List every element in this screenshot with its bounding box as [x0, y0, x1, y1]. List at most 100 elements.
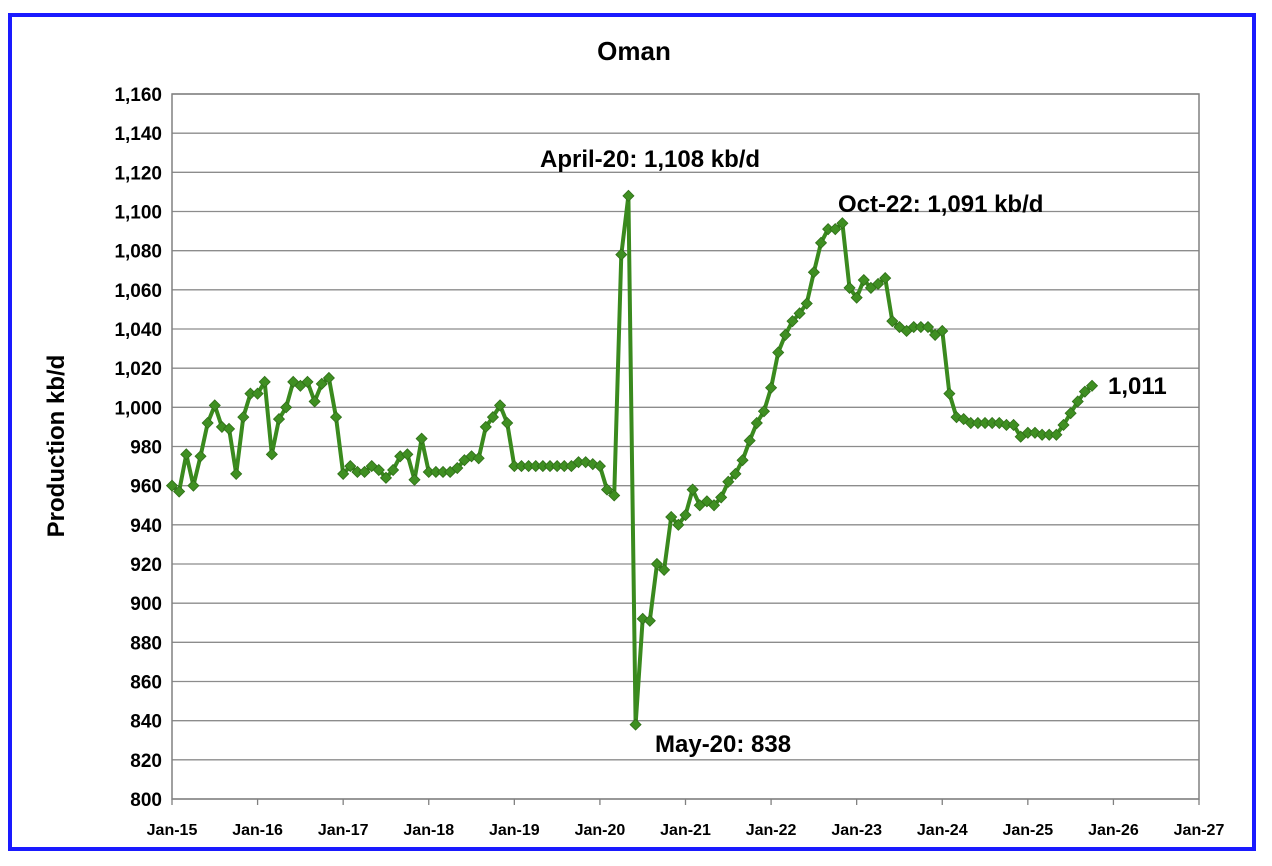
data-point: [408, 473, 421, 486]
data-point: [886, 315, 899, 328]
data-point: [1007, 418, 1020, 432]
y-tick-label: 840: [130, 712, 162, 733]
y-tick-label: 1,120: [114, 163, 162, 184]
data-point: [372, 463, 385, 477]
data-point: [258, 375, 271, 388]
data-point: [622, 189, 635, 202]
x-tick-label: Jan-21: [660, 822, 711, 839]
data-point: [272, 413, 286, 426]
data-point: [401, 448, 414, 461]
data-point: [843, 281, 856, 294]
data-point: [943, 387, 956, 400]
x-tick-label: Jan-20: [575, 822, 626, 839]
y-tick-label: 880: [130, 633, 162, 654]
data-point: [921, 320, 935, 334]
data-point: [265, 448, 278, 461]
data-point: [779, 328, 792, 341]
grid-lines: [172, 93, 1199, 800]
data-point: [814, 236, 828, 249]
data-point: [1050, 428, 1063, 441]
data-point: [800, 297, 813, 310]
y-axis-label: Production kb/d: [43, 355, 70, 538]
data-point: [722, 475, 735, 488]
data-point: [329, 411, 343, 424]
data-point: [201, 416, 214, 430]
annotation-latest: 1,011: [1108, 373, 1167, 400]
data-point: [772, 346, 785, 359]
data-point: [1085, 379, 1099, 392]
data-point: [650, 557, 664, 571]
data-point: [251, 387, 264, 400]
x-tick-label: Jan-15: [147, 822, 198, 839]
data-point: [629, 718, 642, 731]
data-point: [593, 460, 606, 473]
data-point: [180, 448, 193, 461]
data-point: [479, 420, 492, 433]
y-tick-label: 1,080: [114, 242, 162, 263]
data-point: [658, 563, 671, 576]
data-point: [387, 463, 400, 477]
y-tick-label: 860: [130, 673, 162, 694]
y-tick-label: 980: [130, 438, 162, 459]
data-point: [857, 273, 870, 287]
y-tick-label: 1,100: [114, 203, 162, 224]
y-tick-label: 1,140: [114, 124, 162, 145]
data-point: [379, 471, 393, 484]
data-point: [850, 291, 863, 304]
data-point: [600, 483, 614, 496]
y-tick-label: 900: [130, 594, 162, 615]
data-point: [337, 467, 350, 480]
data-point: [451, 461, 464, 475]
data-point: [807, 266, 820, 279]
data-point: [707, 499, 721, 512]
x-tick-labels: Jan-15 Jan-16 Jan-17 Jan-18 Jan-19 Jan-20 Jan-…: [147, 822, 1225, 839]
data-point: [757, 405, 771, 418]
data-point: [1064, 407, 1077, 420]
x-tick-label: Jan-22: [746, 822, 797, 839]
data-point: [736, 454, 749, 467]
data-point: [472, 452, 485, 465]
data-point: [793, 307, 806, 320]
data-point: [786, 315, 799, 328]
data-point: [173, 485, 186, 498]
annotation-oct-22: Oct-22: 1,091 kb/d: [838, 191, 1043, 218]
data-point: [358, 465, 371, 479]
data-point: [1071, 395, 1084, 408]
data-point: [308, 395, 321, 408]
data-point: [871, 277, 885, 291]
data-point: [1057, 418, 1070, 432]
data-point: [643, 614, 656, 627]
y-tick-label: 1,060: [114, 281, 162, 302]
data-point: [729, 467, 742, 480]
data-point: [494, 399, 507, 412]
data-point: [194, 450, 207, 463]
x-tick-label: Jan-27: [1174, 822, 1225, 839]
data-point: [187, 479, 200, 492]
series-line: [170, 193, 1094, 727]
y-tick-label: 960: [130, 477, 162, 498]
y-tick-label: 940: [130, 516, 162, 537]
data-point: [686, 483, 699, 496]
x-tick-label: Jan-16: [232, 822, 283, 839]
y-tick-label: 820: [130, 751, 162, 772]
x-tick-label: Jan-23: [831, 822, 882, 839]
y-tick-label: 920: [130, 555, 162, 576]
x-tick-marks: [171, 799, 1200, 805]
data-point: [486, 411, 500, 424]
data-point: [615, 248, 628, 261]
x-tick-label: Jan-19: [489, 822, 540, 839]
data-point: [715, 491, 728, 504]
data-point: [665, 510, 678, 524]
data-point: [836, 217, 849, 230]
annotation-may-20: May-20: 838: [655, 731, 791, 758]
x-tick-label: Jan-17: [318, 822, 369, 839]
data-point: [315, 377, 328, 390]
data-point: [679, 508, 692, 522]
x-tick-label: Jan-25: [1002, 822, 1053, 839]
y-tick-label: 1,020: [114, 359, 162, 380]
x-tick-label: Jan-18: [403, 822, 454, 839]
chart-title: Oman: [597, 36, 671, 66]
data-point: [222, 422, 236, 435]
data-point: [208, 399, 221, 412]
annotation-april-20: April-20: 1,108 kb/d: [540, 146, 760, 173]
